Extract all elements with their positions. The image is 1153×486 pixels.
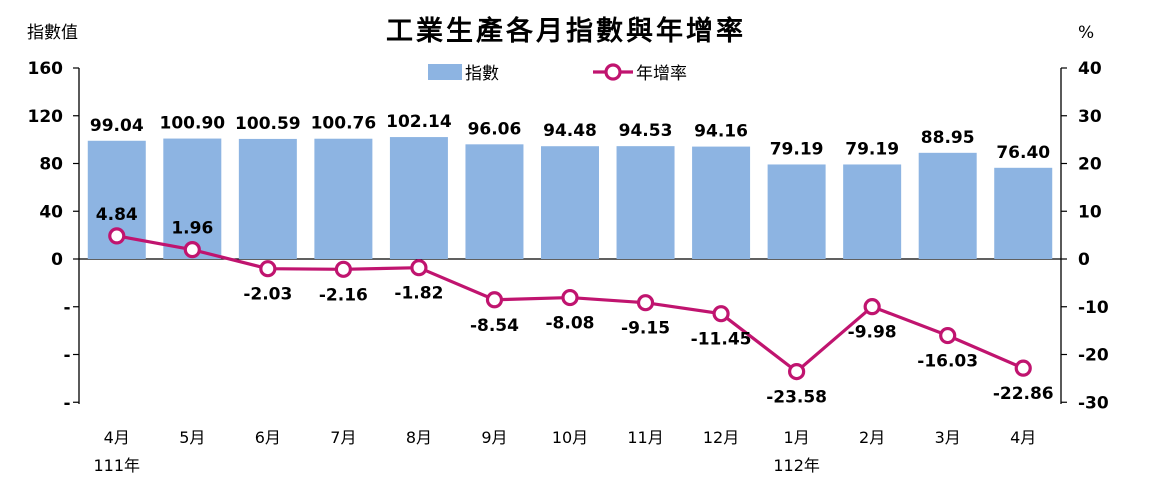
category-label: 4月 [1010,428,1036,447]
line-point [863,298,881,316]
bar-value-label: 94.53 [619,121,673,141]
right-tick-label: -30 [1078,393,1109,413]
bar [541,146,599,259]
left-tick-label: 40 [39,202,63,222]
line-value-label: -16.03 [917,352,978,372]
line-value-label: -8.54 [470,316,519,336]
line-value-label: -8.08 [546,314,595,334]
line-value-label: -11.45 [691,330,752,350]
bar-value-label: 99.04 [90,116,144,136]
category-label: 3月 [935,428,961,447]
year-label: 111年 [93,456,140,475]
bar [692,146,751,259]
bar [767,164,826,259]
bar-value-label: 100.76 [311,114,377,134]
right-tick-label: 40 [1078,59,1102,79]
line-value-label: -23.58 [766,388,827,408]
line-value-label: -1.82 [394,284,443,304]
category-label: 9月 [481,428,507,447]
bar [465,144,524,259]
left-axis-unit: 指數值 [27,23,78,43]
bar-value-label: 79.19 [845,139,899,159]
legend-bar-label: 指數 [465,64,499,84]
line-value-label: -2.16 [319,285,368,305]
bar-value-label: 100.59 [235,114,301,134]
line-point [183,241,201,259]
category-label: 8月 [406,428,432,447]
bar-value-label: 100.90 [160,114,226,134]
right-tick-label: 0 [1078,250,1090,270]
category-label: 7月 [330,428,356,447]
bar [163,138,222,259]
category-label: 10月 [552,428,588,447]
line-point [108,227,126,245]
left-tick-label: - [63,346,70,366]
bar-value-label: 88.95 [921,128,975,148]
bar [389,137,448,259]
category-label: 5月 [179,428,205,447]
bar-value-label: 79.19 [770,139,824,159]
left-tick-label: 80 [39,155,63,175]
line-point [636,294,655,312]
left-tick-label: 160 [28,59,64,79]
right-tick-label: -20 [1078,346,1109,366]
bar [616,146,675,259]
bar-value-label: 76.40 [996,143,1050,163]
line-value-label: -22.86 [993,384,1054,404]
bar [918,152,977,259]
right-tick-label: 30 [1078,107,1102,127]
left-tick-label: 0 [51,250,63,270]
right-axis-unit: % [1078,23,1094,43]
line-series [108,227,1032,381]
data-labels: 99.04 100.90 100.59 100.76 102.14 96.06 94.48 9… [90,112,1054,408]
line-value-label: -9.98 [848,323,897,343]
chart-title: 工業生產各月指數與年增率 [386,15,746,47]
line-value-label: 1.96 [171,219,213,239]
line-point [259,260,277,278]
line-point [410,259,428,277]
right-tick-label: -10 [1078,298,1109,318]
category-labels: 4月 5月 6月 7月 8月 9月 10月 11月 12月 1月 2月 3月 4月 111年 112年 [93,428,1036,475]
category-label: 12月 [703,428,739,447]
category-label: 11月 [627,428,663,447]
category-label: 4月 [104,428,130,447]
line-point [788,362,806,381]
bar-value-label: 96.06 [468,119,522,139]
bar [994,167,1053,259]
line-point [939,326,957,345]
line-point [561,288,579,307]
line-point [1014,359,1032,377]
bar [843,164,902,259]
legend: 指數 年增率 [428,63,687,84]
legend-line-marker [604,63,622,81]
bar-series [87,137,1053,259]
left-tick-label: - [63,393,70,413]
category-label: 2月 [859,428,885,447]
year-label: 112年 [773,456,820,475]
right-tick-label: 10 [1078,202,1102,222]
line-value-label: 4.84 [96,205,138,225]
bar-value-label: 94.48 [543,121,597,141]
left-tick-label: - [63,298,70,318]
category-label: 1月 [784,428,810,447]
bar [314,138,373,259]
line-point [485,291,504,309]
left-tick-label: 120 [28,107,64,127]
bar-value-label: 94.16 [694,122,748,142]
line-value-label: -2.03 [243,285,292,305]
line-point [334,260,352,278]
category-label: 6月 [255,428,281,447]
bar [238,138,297,259]
bar-value-label: 102.14 [386,112,452,132]
legend-line-label: 年增率 [636,64,687,84]
right-tick-label: 20 [1078,155,1102,175]
legend-bar-swatch [428,64,462,80]
line-value-label: -9.15 [621,319,670,339]
line-point [712,305,730,323]
